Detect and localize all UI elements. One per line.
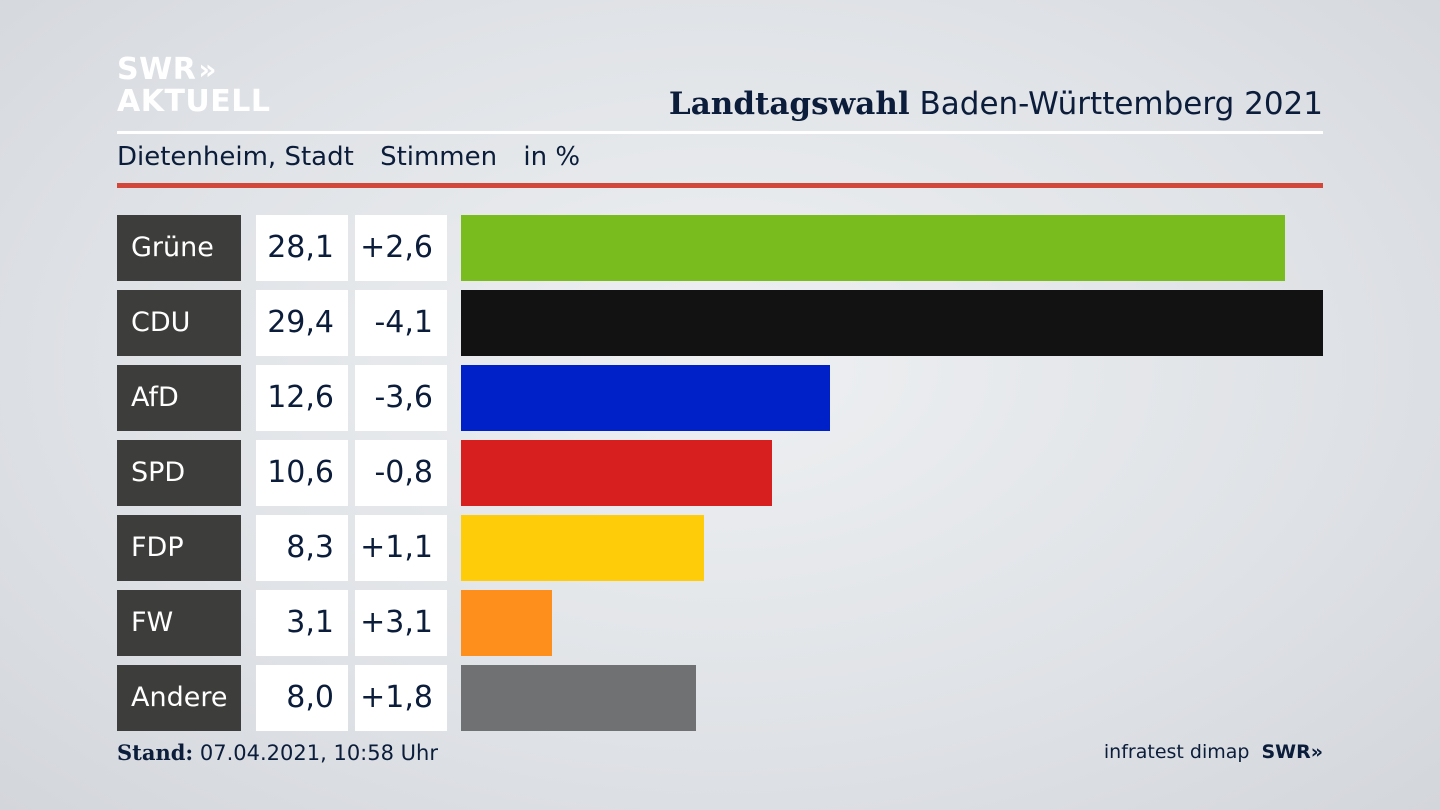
subheader-unit: in % [523, 142, 581, 172]
page-title-bold: Landtagswahl [668, 86, 910, 122]
party-label: CDU [117, 290, 241, 356]
vote-share-bar [461, 665, 696, 731]
vote-change-label: -4,1 [355, 290, 447, 356]
vote-change-label: -0,8 [355, 440, 447, 506]
result-row: Grüne 28,1 +2,6 [117, 215, 1323, 281]
vote-share-bar [461, 365, 830, 431]
result-row: FW 3,1 +3,1 [117, 590, 1323, 656]
page-title-rest: Baden-Württemberg 2021 [909, 86, 1324, 122]
party-label: FDP [117, 515, 241, 581]
vote-share-label: 3,1 [256, 590, 348, 656]
vote-share-label: 8,0 [256, 665, 348, 731]
vote-change-label: -3,6 [355, 365, 447, 431]
swr-footer-logo: SWR» [1261, 741, 1323, 763]
timestamp-value: 07.04.2021, 10:58 Uhr [199, 741, 438, 765]
source-credit: infratest dimap SWR» [1104, 741, 1323, 763]
timestamp-label: Stand: [117, 740, 194, 765]
vote-share-label: 29,4 [256, 290, 348, 356]
logo-swr-text: SWR [117, 52, 197, 87]
subheader-place: Dietenheim, Stadt [117, 142, 354, 172]
source-name: infratest dimap [1103, 741, 1250, 763]
result-row: Andere 8,0 +1,8 [117, 665, 1323, 731]
swr-aktuell-logo: SWR » AKTUELL [117, 54, 271, 118]
timestamp: Stand: 07.04.2021, 10:58 Uhr [117, 740, 438, 765]
vote-share-label: 12,6 [256, 365, 348, 431]
accent-divider [117, 183, 1323, 188]
vote-share-bar [461, 515, 704, 581]
logo-chevron-icon: » [198, 53, 216, 86]
header-divider [117, 131, 1323, 134]
party-label: Andere [117, 665, 241, 731]
page-title: Landtagswahl Baden-Württemberg 2021 [669, 86, 1323, 122]
party-label: Grüne [117, 215, 241, 281]
vote-change-label: +3,1 [355, 590, 447, 656]
vote-change-label: +2,6 [355, 215, 447, 281]
result-row: CDU 29,4 -4,1 [117, 290, 1323, 356]
vote-change-label: +1,1 [355, 515, 447, 581]
vote-share-bar [461, 440, 772, 506]
vote-share-label: 10,6 [256, 440, 348, 506]
party-label: FW [117, 590, 241, 656]
subheader: Dietenheim, Stadt Stimmen in % [117, 142, 598, 172]
party-label: AfD [117, 365, 241, 431]
vote-share-bar [461, 215, 1285, 281]
vote-change-label: +1,8 [355, 665, 447, 731]
result-row: FDP 8,3 +1,1 [117, 515, 1323, 581]
vote-share-label: 28,1 [256, 215, 348, 281]
result-row: SPD 10,6 -0,8 [117, 440, 1323, 506]
vote-share-label: 8,3 [256, 515, 348, 581]
vote-share-bar [461, 590, 552, 656]
vote-share-bar [461, 290, 1323, 356]
logo-aktuell-text: AKTUELL [117, 84, 271, 119]
subheader-type: Stimmen [380, 142, 498, 172]
party-label: SPD [117, 440, 241, 506]
result-row: AfD 12,6 -3,6 [117, 365, 1323, 431]
